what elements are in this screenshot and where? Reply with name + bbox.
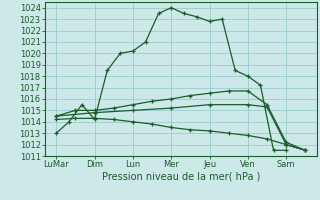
X-axis label: Pression niveau de la mer( hPa ): Pression niveau de la mer( hPa ) [102,172,260,182]
